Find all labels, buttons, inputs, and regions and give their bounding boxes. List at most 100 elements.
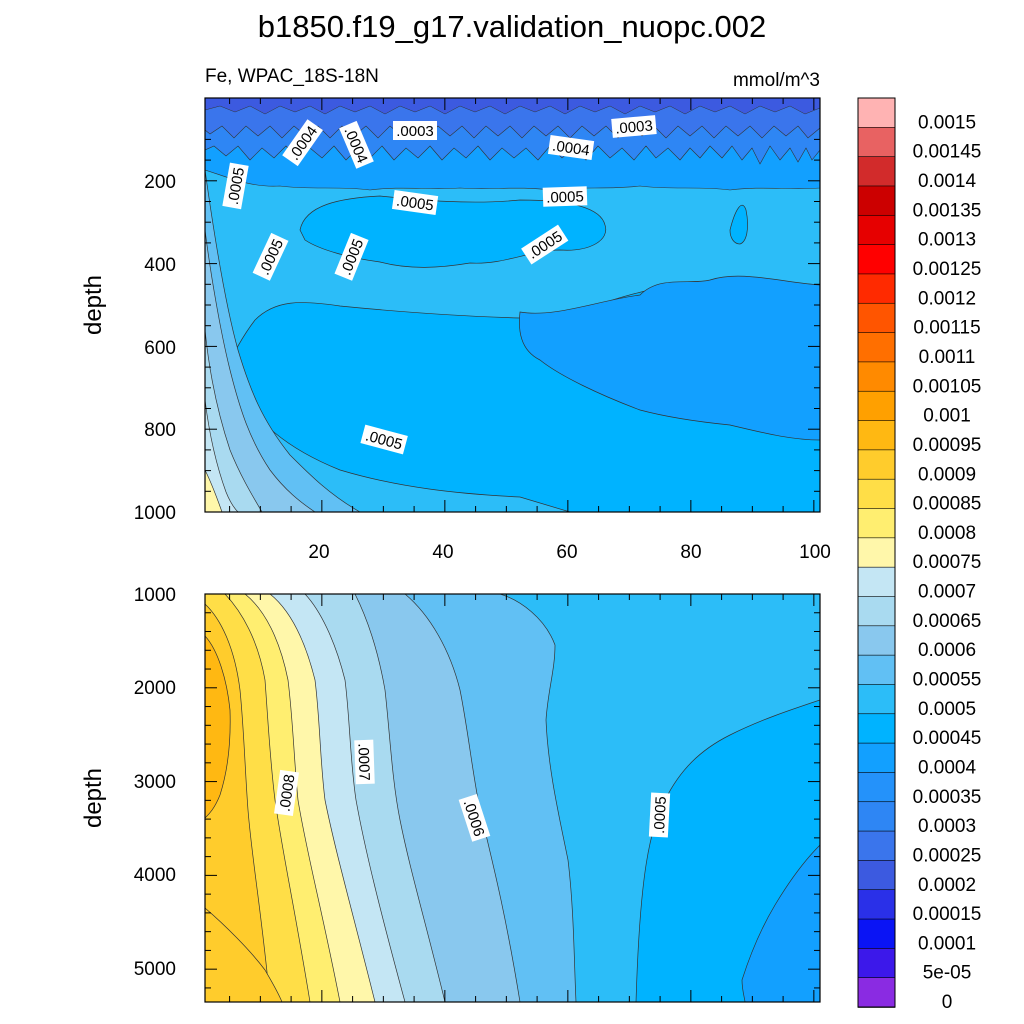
y-tick-label: 600 [144, 338, 176, 359]
lower-plot-frame [204, 593, 821, 1003]
colorbar-swatch [857, 214, 896, 246]
lower-y-axis-label: depth [80, 768, 107, 828]
colorbar-swatch [857, 977, 896, 1008]
colorbar-swatch [857, 830, 896, 862]
x-tick-label: 100 [799, 542, 831, 563]
y-tick-label: 200 [144, 172, 176, 193]
upper-y-axis-label: depth [80, 275, 107, 335]
contour-label-text: .0005 [651, 796, 670, 834]
colorbar-label: 0 [942, 992, 953, 1013]
y-tick-label: 2000 [134, 678, 176, 699]
colorbar-swatch [857, 742, 896, 774]
contour-label: .0003 [393, 121, 437, 140]
colorbar-label: 0.00105 [913, 376, 982, 397]
colorbar-label: 0.0004 [918, 757, 977, 778]
colorbar-label: 0.0002 [918, 875, 976, 896]
axis-ticks [205, 98, 820, 1002]
colorbar-swatch [857, 566, 896, 598]
lower-y-tick-labels: 1000 2000 3000 4000 5000 [134, 585, 176, 980]
y-tick-label: 400 [144, 255, 176, 276]
colorbar-swatch [857, 185, 896, 217]
colorbar-swatch [857, 156, 896, 187]
x-tick-label: 80 [680, 542, 701, 563]
colorbar-label: 0.0013 [918, 230, 976, 251]
colorbar-label: 0.00125 [913, 259, 982, 280]
colorbar-swatch [857, 537, 896, 568]
colorbar-label: 0.00065 [913, 611, 982, 632]
y-tick-label: 5000 [134, 959, 176, 980]
colorbar-label: 0.0015 [918, 112, 976, 133]
colorbar-label: 0.00115 [913, 318, 980, 339]
contour-label-text: .0005 [395, 192, 435, 214]
contour-label-text: .0004 [551, 137, 591, 159]
colorbar-swatch [857, 860, 896, 891]
contour-label: .0003 [611, 115, 657, 138]
colorbar-swatch [857, 654, 896, 686]
colorbar-label: 0.00015 [913, 904, 982, 925]
lower-contour-field [205, 594, 820, 1002]
upper-subtitle-left: Fe, WPAC_18S-18N [205, 66, 379, 87]
contour-label: .0005 [391, 190, 439, 215]
colorbar-swatch [857, 684, 896, 715]
upper-subtitle-right: mmol/m^3 [733, 70, 820, 91]
colorbar-label: 0.00035 [913, 787, 982, 808]
colorbar-swatch [857, 302, 896, 334]
colorbar-swatch [857, 127, 896, 158]
contour-label-text: .0003 [396, 123, 434, 140]
colorbar: 0.0015 0.00145 0.0014 0.00135 0.0013 0.00125 0… [857, 97, 982, 1013]
chart-title: b1850.f19_g17.validation_nuopc.002 [258, 9, 767, 44]
colorbar-swatch [857, 596, 896, 627]
colorbar-label: 0.00075 [913, 552, 982, 573]
colorbar-swatch [857, 625, 896, 656]
colorbar-swatch [857, 273, 896, 305]
colorbar-swatch [857, 801, 896, 832]
colorbar-label: 0.00085 [913, 494, 982, 515]
colorbar-label: 0.0003 [918, 816, 976, 837]
colorbar-swatch [857, 97, 896, 129]
contour-label: .0005 [542, 186, 588, 207]
colorbar-swatch [857, 332, 896, 363]
colorbar-swatch [857, 508, 896, 539]
colorbar-label: 0.00095 [913, 435, 982, 456]
y-tick-label: 1000 [134, 503, 176, 524]
contour-label: .0005 [648, 792, 671, 838]
colorbar-label: 0.0007 [918, 582, 976, 603]
colorbar-frame [857, 97, 896, 1008]
colorbar-swatch [857, 361, 896, 393]
colorbar-swatch [857, 390, 896, 422]
colorbar-label: 0.0008 [918, 523, 976, 544]
colorbar-label: 0.0014 [918, 171, 977, 192]
colorbar-swatch [857, 918, 896, 950]
colorbar-label: 0.0006 [918, 640, 976, 661]
colorbar-label: 0.00045 [913, 728, 982, 749]
colorbar-swatch [857, 478, 896, 510]
colorbar-label: 0.0009 [918, 464, 976, 485]
y-tick-label: 3000 [134, 772, 176, 793]
contour-label-text: .0005 [225, 166, 248, 206]
y-tick-label: 4000 [134, 865, 176, 886]
contour-label: .0004 [547, 135, 595, 160]
colorbar-swatch [857, 889, 896, 920]
contour-label: .0007 [354, 739, 375, 785]
colorbar-label: 0.0001 [918, 933, 976, 954]
colorbar-label: 0.00135 [913, 200, 982, 221]
upper-x-tick-labels: 20 40 60 80 100 [308, 542, 830, 563]
contour-label-text: .0003 [615, 117, 654, 137]
colorbar-label: 0.00025 [913, 845, 982, 866]
contour-label: .0005 [222, 162, 249, 210]
colorbar-label: 0.0011 [919, 347, 976, 368]
colorbar-swatch [857, 420, 896, 451]
upper-y-tick-labels: 200 400 600 800 1000 [134, 172, 176, 524]
colorbar-label: 5e-05 [923, 963, 972, 984]
colorbar-label: 0.001 [923, 406, 971, 427]
colorbar-label: 0.00145 [913, 142, 982, 163]
colorbar-label: 0.0012 [918, 288, 976, 309]
colorbar-label: 0.00055 [913, 670, 982, 691]
colorbar-swatch [857, 449, 896, 480]
colorbar-label: 0.0005 [918, 699, 976, 720]
colorbar-swatch [857, 244, 896, 275]
contour-label-text: .0008 [276, 773, 298, 813]
x-tick-label: 40 [432, 542, 453, 563]
colorbar-swatch [857, 772, 896, 803]
